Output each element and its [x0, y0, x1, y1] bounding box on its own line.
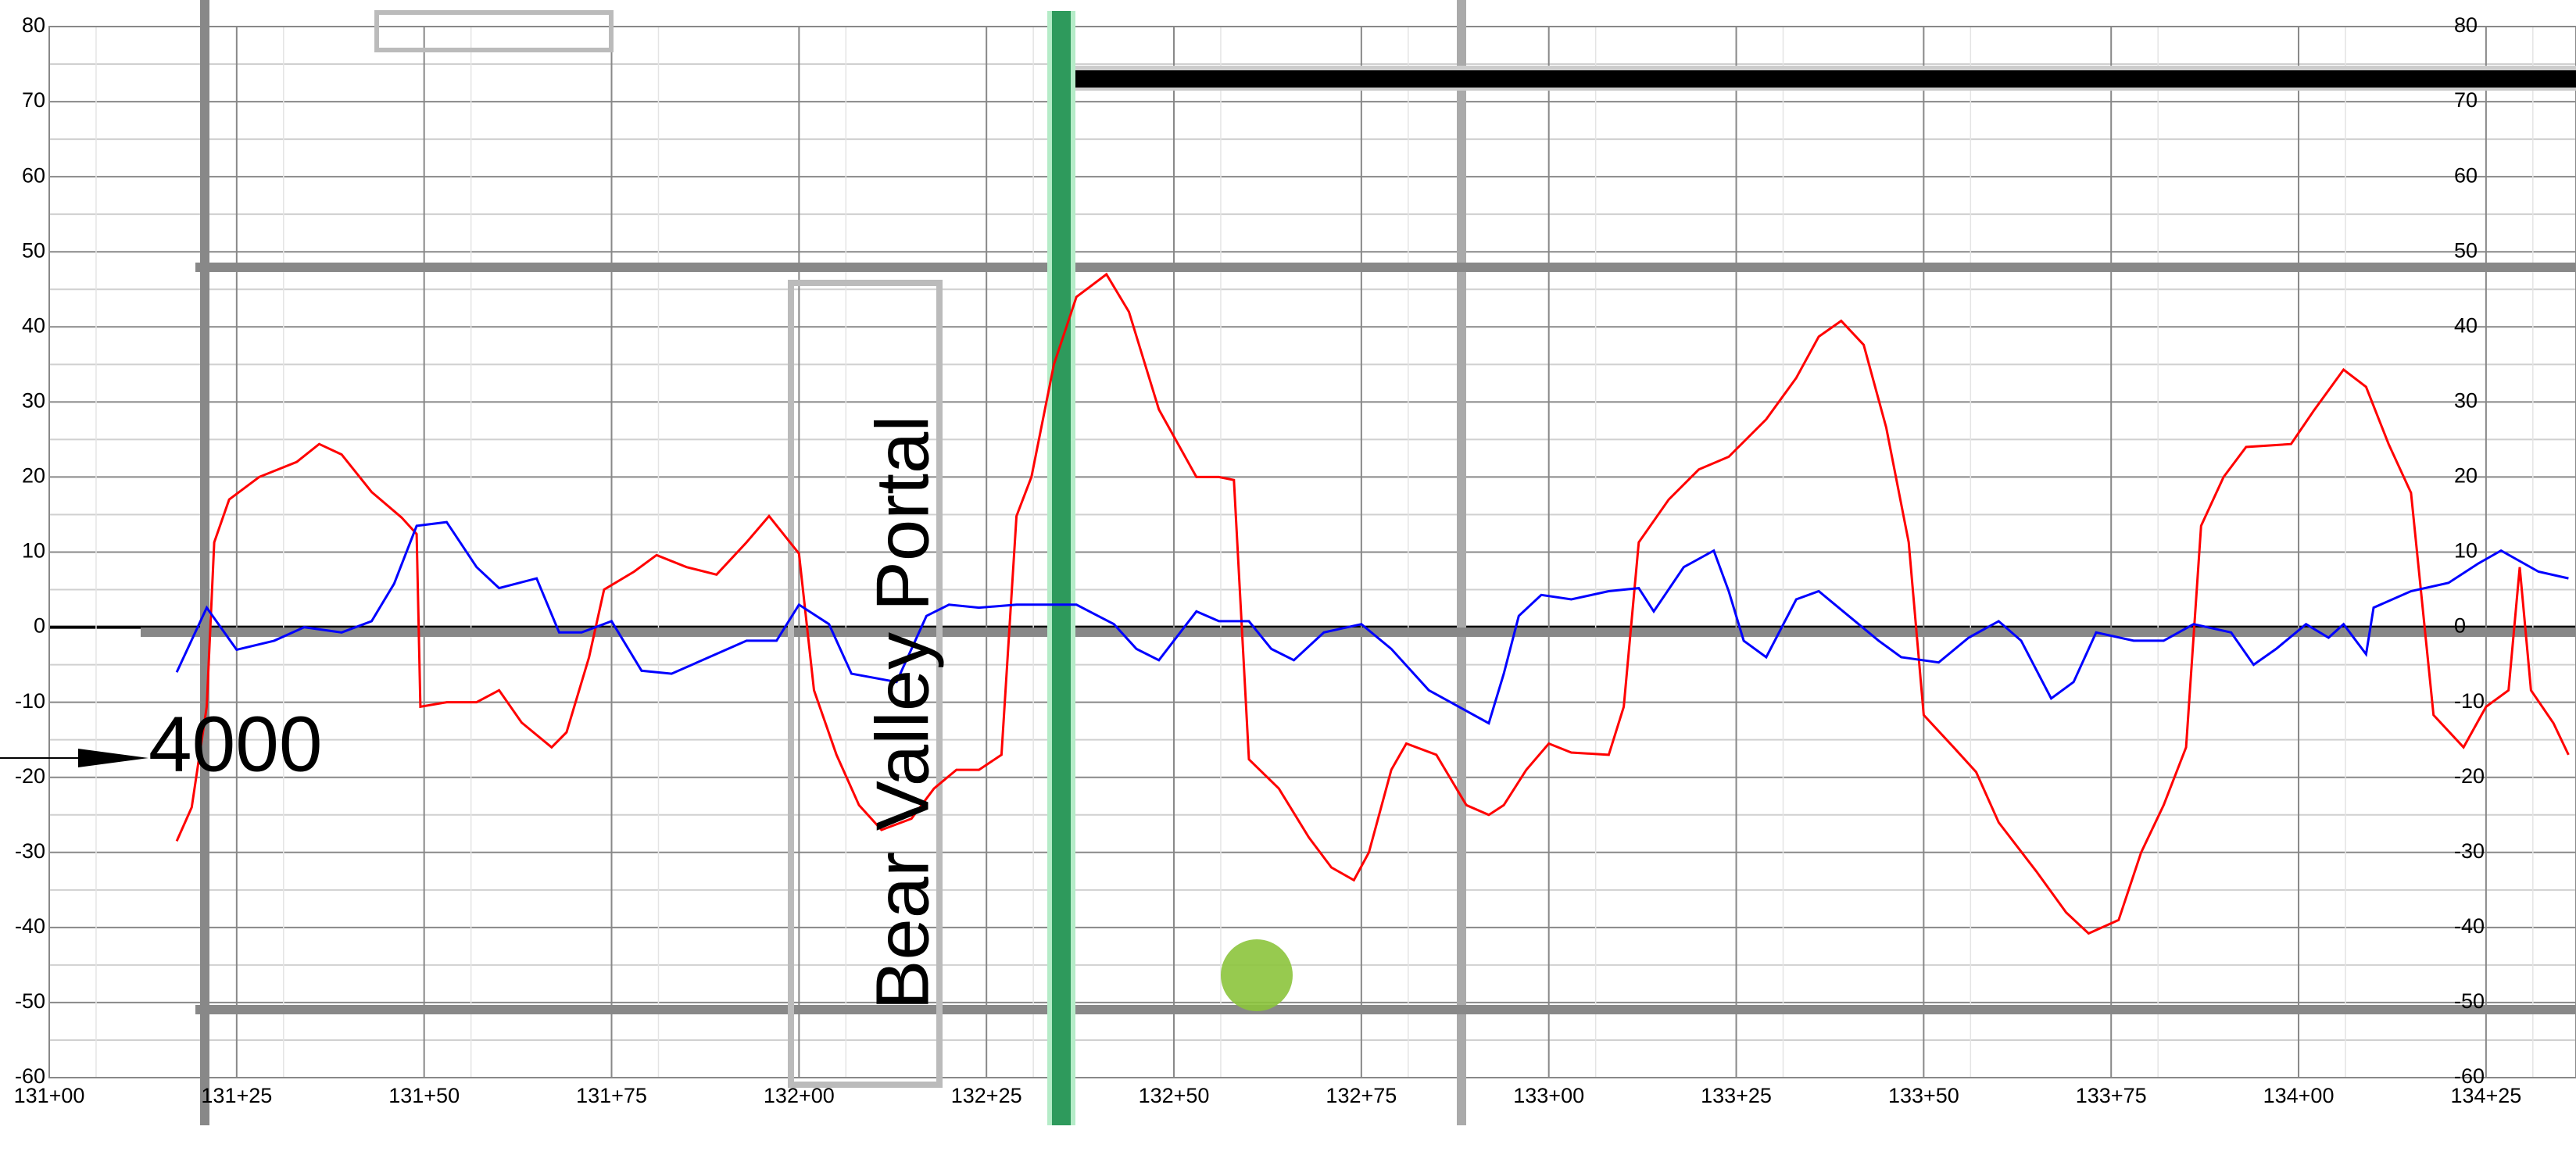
y-tick-label-right: 20: [2454, 464, 2478, 488]
station-marker: [1457, 0, 1466, 1125]
portal-box: [788, 280, 943, 1088]
y-tick-label-right: -10: [2454, 689, 2485, 713]
y-tick-label: 50: [22, 238, 45, 262]
y-tick-label: 30: [22, 388, 45, 412]
y-tick-label: -40: [15, 914, 45, 938]
bracket: [374, 10, 614, 52]
y-tick-label: -30: [15, 839, 45, 863]
x-tick-label: 132+50: [1139, 1084, 1210, 1107]
black-bar: [1068, 70, 2576, 88]
y-tick-label-right: -20: [2454, 764, 2485, 788]
x-tick-label: 134+25: [2450, 1084, 2521, 1107]
arrow: [78, 749, 148, 767]
y-tick-label: -60: [15, 1064, 45, 1088]
x-tick-label: 133+00: [1513, 1084, 1584, 1107]
x-tick-label: 132+25: [951, 1084, 1022, 1107]
limit-bar: [195, 263, 2576, 272]
x-tick-label: 133+75: [2076, 1084, 2147, 1107]
series-line: [175, 520, 2569, 725]
y-tick-label-right: -40: [2454, 914, 2485, 938]
y-tick-label-right: -50: [2454, 989, 2485, 1013]
annotation: 4000: [148, 700, 322, 788]
x-tick-label: 133+50: [1888, 1084, 1959, 1107]
y-tick-label: -20: [15, 764, 45, 788]
x-tick-label: 131+75: [576, 1084, 647, 1107]
y-tick-label: 60: [22, 163, 45, 187]
y-tick-label-right: 30: [2454, 388, 2478, 412]
station-marker: [200, 0, 209, 1125]
plot: [175, 272, 2570, 935]
y-tick-label-right: 0: [2454, 614, 2466, 638]
y-tick-label-right: 80: [2454, 13, 2478, 37]
y-tick-label-right: 70: [2454, 88, 2478, 112]
grid: [48, 26, 2576, 1078]
y-tick-label: 20: [22, 464, 45, 488]
x-tick-label: 131+25: [201, 1084, 272, 1107]
plot-frame: [48, 26, 2576, 1078]
x-tick-label: 133+25: [1701, 1084, 1772, 1107]
y-tick-label: -50: [15, 989, 45, 1013]
y-tick-label: 40: [22, 313, 45, 337]
marker-dot: [1221, 939, 1293, 1011]
y-tick-label: 80: [22, 13, 45, 37]
y-tick-label-right: -30: [2454, 839, 2485, 863]
y-tick-label: 10: [22, 539, 45, 563]
x-tick-label: 134+00: [2263, 1084, 2334, 1107]
limit-bar: [195, 1005, 2576, 1014]
y-tick-label: -10: [15, 689, 45, 713]
limit-bar: [141, 628, 2576, 637]
series-line: [175, 272, 2570, 935]
green-band: [1052, 11, 1071, 1125]
y-tick-label-right: 10: [2454, 539, 2478, 563]
y-tick-label-right: 40: [2454, 313, 2478, 337]
y-tick-label-right: -60: [2454, 1064, 2485, 1088]
y-tick-label: 0: [34, 614, 45, 638]
x-tick-label: 131+00: [14, 1084, 85, 1107]
x-tick-label: 132+75: [1326, 1084, 1397, 1107]
decorations: [0, 0, 2576, 1125]
x-tick-label: 132+00: [764, 1084, 835, 1107]
y-tick-label-right: 60: [2454, 163, 2478, 187]
y-tick-label: 70: [22, 88, 45, 112]
annotation: Bear Valley Portal: [860, 415, 944, 1010]
x-tick-label: 131+50: [388, 1084, 460, 1107]
y-tick-label-right: 50: [2454, 238, 2478, 262]
